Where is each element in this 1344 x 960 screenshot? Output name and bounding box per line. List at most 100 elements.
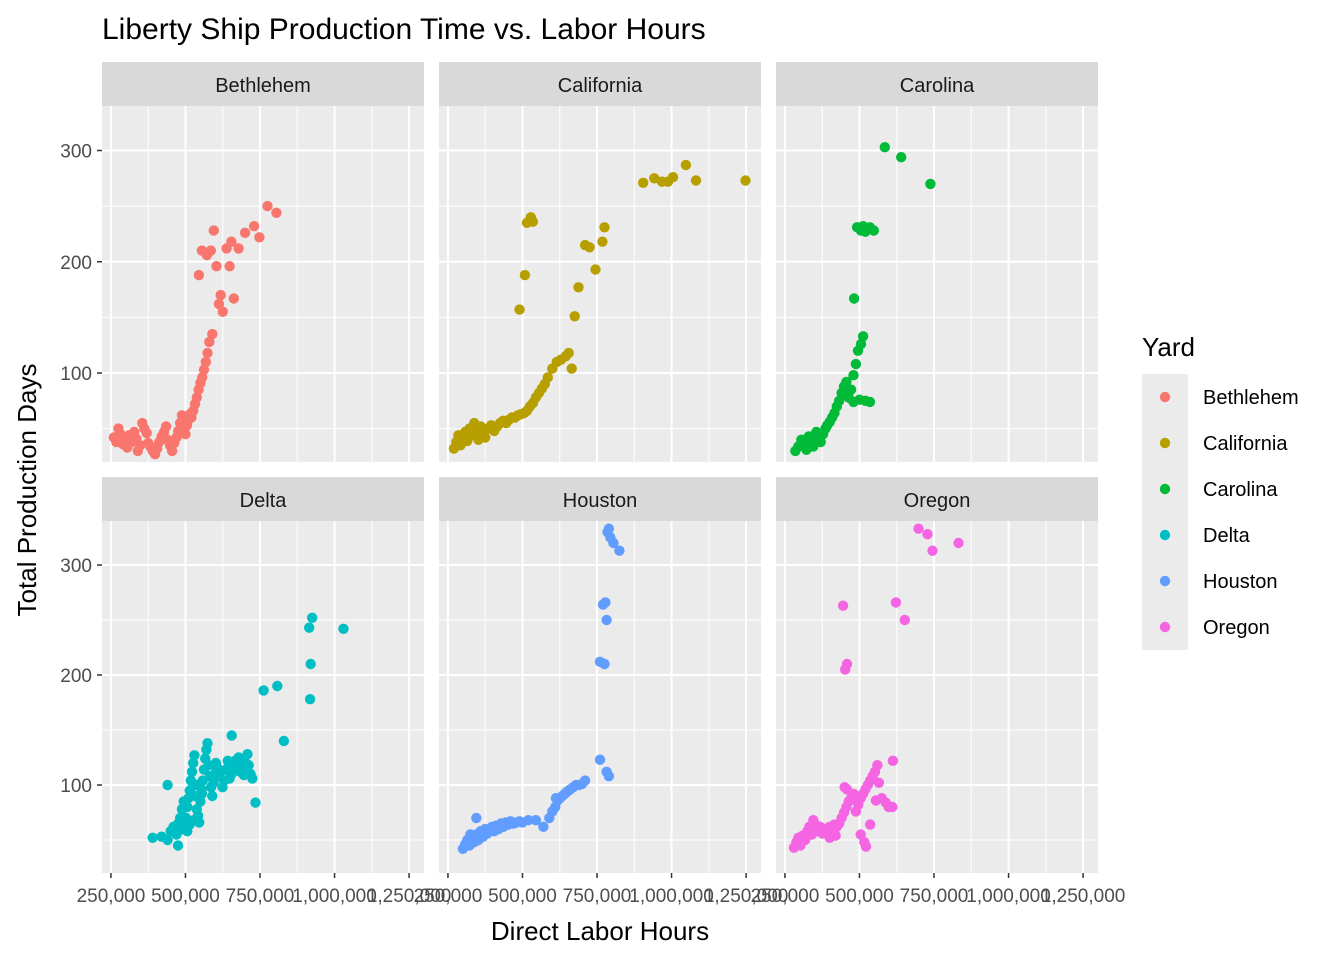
data-point-delta bbox=[191, 779, 202, 791]
legend-key-delta bbox=[1159, 529, 1171, 541]
data-point-delta bbox=[247, 773, 258, 784]
data-point-bethlehem bbox=[271, 207, 282, 218]
data-point-bethlehem bbox=[198, 364, 210, 375]
data-point-bethlehem bbox=[160, 421, 172, 432]
panel-background bbox=[102, 106, 424, 462]
data-point-carolina bbox=[848, 293, 860, 304]
legend-key-background bbox=[1142, 374, 1188, 650]
panel-oregon: Oregon bbox=[776, 477, 1098, 873]
data-point-bethlehem bbox=[193, 269, 205, 281]
data-point-oregon bbox=[841, 784, 853, 795]
x-tick-label: 1,250,000 bbox=[704, 886, 789, 907]
x-tick-label: 500,000 bbox=[488, 886, 557, 907]
x-tick-label: 500,000 bbox=[151, 886, 220, 907]
strip-label-houston: Houston bbox=[563, 490, 638, 512]
data-point-california bbox=[667, 172, 679, 183]
data-point-california bbox=[527, 216, 539, 227]
data-point-oregon bbox=[872, 760, 883, 771]
data-point-california bbox=[638, 177, 649, 188]
data-point-delta bbox=[304, 694, 316, 705]
data-point-oregon bbox=[887, 801, 898, 813]
data-point-bethlehem bbox=[228, 293, 239, 304]
data-point-delta bbox=[250, 797, 261, 808]
data-point-california bbox=[690, 175, 702, 186]
panel-carolina: Carolina bbox=[776, 62, 1098, 462]
data-point-california bbox=[519, 269, 531, 281]
x-tick-label: 1,250,000 bbox=[367, 886, 452, 907]
data-point-houston bbox=[599, 658, 610, 670]
strip-california bbox=[439, 62, 761, 106]
data-point-bethlehem bbox=[205, 245, 216, 256]
data-point-delta bbox=[243, 760, 254, 771]
data-point-delta bbox=[258, 685, 269, 696]
data-point-carolina bbox=[896, 152, 907, 163]
x-tick-label: 1,000,000 bbox=[292, 886, 377, 907]
data-point-delta bbox=[196, 788, 208, 799]
panel-background bbox=[439, 521, 761, 873]
x-tick-label: 1,000,000 bbox=[629, 886, 714, 907]
strip-label-delta: Delta bbox=[240, 490, 288, 512]
strip-label-bethlehem: Bethlehem bbox=[215, 75, 311, 97]
data-point-california bbox=[514, 304, 525, 315]
strip-label-california: California bbox=[558, 75, 643, 97]
y-tick-label: 300 bbox=[60, 556, 92, 577]
data-point-delta bbox=[195, 796, 206, 807]
data-point-california bbox=[590, 264, 601, 275]
panel-background bbox=[776, 106, 1098, 462]
data-point-oregon bbox=[887, 755, 899, 766]
y-tick-label: 300 bbox=[60, 142, 92, 163]
x-tick-label: 250,000 bbox=[77, 886, 146, 907]
data-point-oregon bbox=[873, 777, 885, 788]
data-point-delta bbox=[162, 779, 173, 791]
legend-label-delta: Delta bbox=[1203, 525, 1251, 547]
data-point-bethlehem bbox=[226, 236, 237, 247]
data-point-houston bbox=[471, 812, 482, 824]
x-tick-label: 500,000 bbox=[825, 886, 894, 907]
data-point-bethlehem bbox=[262, 200, 273, 212]
data-point-bethlehem bbox=[217, 306, 228, 317]
x-tick-label: 1,000,000 bbox=[966, 886, 1051, 907]
y-tick-label: 100 bbox=[60, 364, 92, 385]
legend: Yard Bethlehem California Carolina Delta Hou… bbox=[1142, 332, 1299, 650]
data-point-houston bbox=[614, 545, 625, 556]
legend-key-carolina bbox=[1159, 483, 1171, 495]
data-point-houston bbox=[465, 829, 476, 840]
data-point-houston bbox=[523, 815, 534, 826]
data-point-houston bbox=[579, 775, 591, 786]
strip-label-oregon: Oregon bbox=[904, 490, 971, 512]
legend-label-california: California bbox=[1203, 433, 1288, 455]
data-point-carolina bbox=[857, 331, 869, 342]
data-point-bethlehem bbox=[207, 328, 218, 340]
legend-label-bethlehem: Bethlehem bbox=[1203, 387, 1299, 409]
data-point-houston bbox=[538, 821, 549, 832]
data-point-carolina bbox=[845, 384, 857, 395]
data-point-california bbox=[599, 222, 610, 233]
data-point-oregon bbox=[830, 830, 841, 841]
y-tick-label: 100 bbox=[60, 776, 92, 797]
data-point-bethlehem bbox=[208, 225, 219, 236]
data-point-oregon bbox=[841, 658, 853, 670]
data-point-houston bbox=[601, 614, 612, 626]
data-point-bethlehem bbox=[213, 298, 225, 310]
data-point-delta bbox=[338, 623, 349, 634]
x-axis-title: Direct Labor Hours bbox=[491, 916, 709, 946]
data-point-delta bbox=[186, 766, 198, 777]
strip-oregon bbox=[776, 477, 1098, 521]
strip-delta bbox=[102, 477, 424, 521]
data-point-carolina bbox=[841, 376, 852, 388]
data-point-california bbox=[597, 236, 608, 247]
data-point-california bbox=[680, 159, 692, 171]
data-point-bethlehem bbox=[254, 232, 265, 243]
data-point-houston bbox=[550, 793, 562, 804]
legend-key-houston bbox=[1159, 575, 1171, 587]
x-tick-label: 750,000 bbox=[563, 886, 632, 907]
legend-label-oregon: Oregon bbox=[1203, 617, 1270, 639]
data-point-carolina bbox=[815, 436, 826, 448]
data-point-delta bbox=[305, 658, 316, 670]
data-point-bethlehem bbox=[141, 427, 152, 439]
data-point-oregon bbox=[953, 537, 964, 549]
data-point-bethlehem bbox=[200, 356, 211, 368]
data-point-california bbox=[563, 347, 574, 359]
data-point-delta bbox=[278, 735, 290, 747]
data-point-california bbox=[542, 372, 553, 383]
